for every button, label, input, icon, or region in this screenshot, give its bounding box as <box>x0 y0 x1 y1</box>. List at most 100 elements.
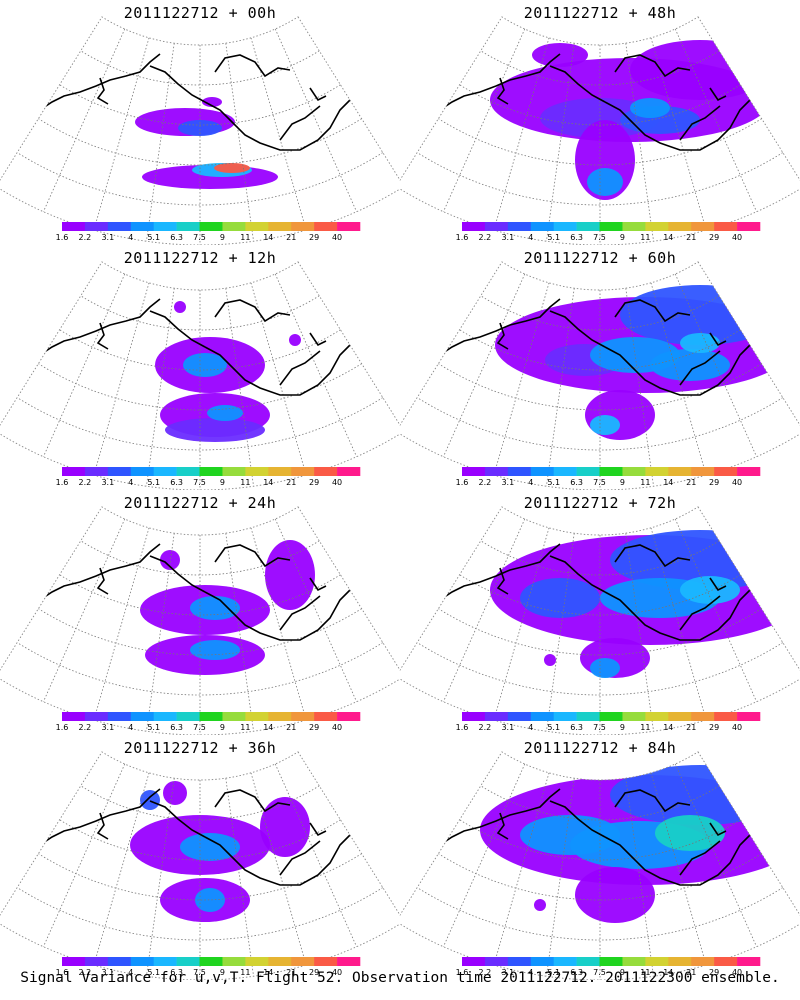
colorbar-swatch <box>462 712 486 721</box>
colorbar-swatch <box>576 467 600 476</box>
colorbar-swatch <box>199 957 223 966</box>
latitude-gridline <box>16 397 384 451</box>
coastline <box>309 332 327 347</box>
colorbar-swatch <box>245 957 269 966</box>
coastline <box>279 105 321 141</box>
coastline <box>96 812 109 840</box>
variance-region <box>190 640 240 660</box>
colorbar-tick-label: 1.6 <box>56 478 69 487</box>
map-frame <box>400 506 800 735</box>
coastline <box>439 543 561 601</box>
colorbar-tick-label: 5.1 <box>547 968 560 977</box>
colorbar-tick-label: 2.2 <box>79 478 92 487</box>
colorbar-swatch <box>245 712 269 721</box>
colorbar-tick-label: 3.1 <box>101 723 114 732</box>
colorbar-swatch <box>245 222 269 231</box>
colorbar-swatch <box>130 957 154 966</box>
colorbar-swatch <box>599 222 623 231</box>
colorbar-tick-label: 4 <box>528 968 533 977</box>
colorbar-swatch <box>553 222 577 231</box>
colorbar-tick-label: 4 <box>128 233 133 242</box>
colorbar: 1.6 2.2 3.1 4 5.1 6.3 7.5 9 11 14 21 29 40 <box>56 467 361 487</box>
coastline <box>204 344 351 396</box>
colorbar-swatch <box>84 467 109 476</box>
colorbar-tick-label: 14 <box>263 723 273 732</box>
colorbar-swatch <box>530 957 554 966</box>
colorbar-tick-label: 40 <box>332 233 342 242</box>
colorbar-tick-label: 6.3 <box>170 968 183 977</box>
panel-title: 2011122712 + 60h <box>523 249 677 267</box>
colorbar-tick-label: 11 <box>640 478 650 487</box>
variance-region <box>575 867 655 923</box>
colorbar-swatch <box>291 712 315 721</box>
latitude-gridline <box>59 329 341 371</box>
variance-region <box>165 418 265 442</box>
panel-title: 2011122712 + 72h <box>523 494 677 512</box>
colorbar-tick-label: 14 <box>663 233 673 242</box>
coastline <box>709 822 727 837</box>
colorbar-swatch <box>314 467 338 476</box>
figure-caption: Signal Variance for u,v,T. Flight 52. Ob… <box>20 970 780 986</box>
variance-region <box>630 98 670 118</box>
colorbar-tick-label: 11 <box>640 723 650 732</box>
coastline <box>614 54 691 78</box>
variance-region <box>207 405 243 421</box>
colorbar-swatch <box>337 712 361 721</box>
colorbar-tick-label: 29 <box>709 233 719 242</box>
latitude-gridline <box>80 295 320 331</box>
colorbar-swatch <box>530 222 554 231</box>
colorbar-tick-label: 9 <box>620 478 625 487</box>
colorbar-tick-label: 6.3 <box>570 233 583 242</box>
coastline <box>439 53 561 111</box>
colorbar-swatch <box>507 467 532 476</box>
variance-region <box>260 797 310 857</box>
colorbar-tick-label: 9 <box>220 968 225 977</box>
colorbar-tick-label: 29 <box>309 233 319 242</box>
colorbar-tick-label: 11 <box>240 968 250 977</box>
colorbar-tick-label: 21 <box>286 478 296 487</box>
colorbar-swatch <box>314 712 338 721</box>
latitude-gridline <box>16 887 384 941</box>
variance-region <box>630 40 770 100</box>
latitude-gridline <box>59 574 341 616</box>
latitude-gridline <box>416 152 784 206</box>
colorbar-tick-label: 3.1 <box>101 233 114 242</box>
map-svg: 1.6 2.2 3.1 4 5.1 6.3 7.5 9 11 14 21 29 40 <box>0 751 400 980</box>
panel-84h: 1.6 2.2 3.1 4 5.1 6.3 7.5 9 11 14 21 29 40 201112271… <box>400 735 800 980</box>
colorbar: 1.6 2.2 3.1 4 5.1 6.3 7.5 9 11 14 21 29 40 <box>56 957 361 977</box>
coastline <box>549 65 606 103</box>
map-svg: 1.6 2.2 3.1 4 5.1 6.3 7.5 9 11 14 21 29 40 <box>400 506 800 735</box>
panel-title: 2011122712 + 36h <box>123 739 277 757</box>
coastline <box>214 299 291 323</box>
colorbar-swatch <box>668 712 692 721</box>
colorbar-tick-label: 11 <box>640 233 650 242</box>
colorbar-tick-label: 14 <box>263 478 273 487</box>
colorbar-swatch <box>199 467 223 476</box>
panel-title: 2011122712 + 00h <box>123 4 277 22</box>
panel-title: 2011122712 + 84h <box>523 739 677 757</box>
colorbar-swatch <box>484 712 509 721</box>
colorbar-tick-label: 5.1 <box>147 233 160 242</box>
variance-region <box>183 353 227 377</box>
colorbar-tick-label: 9 <box>620 968 625 977</box>
colorbar-tick-label: 2.2 <box>479 723 492 732</box>
colorbar-swatch <box>107 467 132 476</box>
colorbar-tick-label: 9 <box>220 233 225 242</box>
coastline <box>214 54 291 78</box>
coastline <box>604 99 751 151</box>
coastline <box>496 77 509 105</box>
colorbar-tick-label: 14 <box>663 723 673 732</box>
coastline <box>204 589 351 641</box>
colorbar-swatch <box>576 957 600 966</box>
colorbar-swatch <box>107 222 132 231</box>
colorbar-tick-label: 6.3 <box>570 968 583 977</box>
colorbar-swatch <box>84 712 109 721</box>
colorbar-tick-label: 2.2 <box>79 233 92 242</box>
coastline <box>709 577 727 592</box>
colorbar-tick-label: 7.5 <box>593 233 606 242</box>
colorbar-swatch <box>622 467 646 476</box>
colorbar-tick-label: 29 <box>709 968 719 977</box>
colorbar-tick-label: 21 <box>286 233 296 242</box>
coastline <box>96 77 109 105</box>
colorbar-tick-label: 7.5 <box>193 723 206 732</box>
